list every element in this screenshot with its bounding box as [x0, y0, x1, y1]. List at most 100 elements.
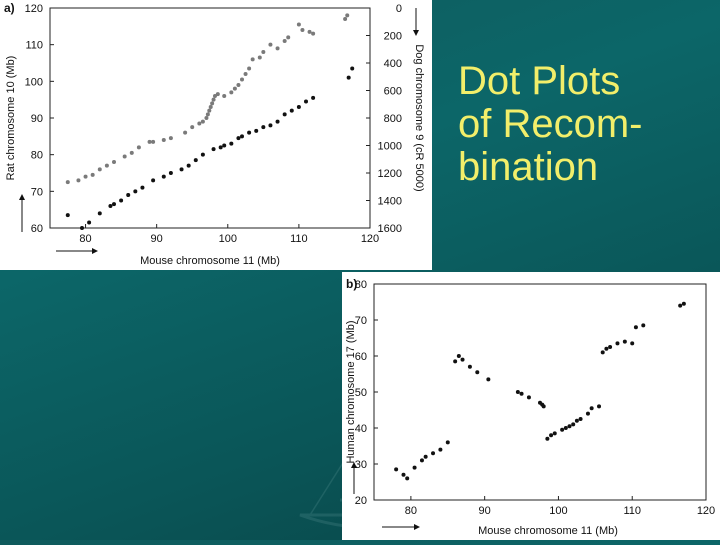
data-point-series-2 — [179, 167, 184, 172]
data-point-series-1 — [608, 345, 613, 349]
data-point-series-1 — [208, 105, 213, 109]
data-point-series-1 — [552, 431, 557, 436]
data-point-series-1 — [438, 447, 443, 452]
data-point-series-1 — [275, 46, 280, 51]
data-point-series-1 — [97, 167, 102, 172]
data-point-series-2 — [80, 226, 84, 230]
data-point-series-2 — [222, 143, 227, 148]
data-point-series-1 — [311, 31, 316, 36]
x-tick-label: 100 — [549, 505, 567, 517]
data-point-series-1 — [630, 341, 635, 346]
data-point-series-1 — [545, 436, 550, 441]
data-point-series-2 — [97, 211, 102, 216]
data-point-series-1 — [460, 357, 465, 362]
data-point-series-1 — [467, 364, 472, 369]
data-point-series-1 — [211, 97, 216, 102]
x-tick-label: 80 — [405, 505, 417, 517]
data-point-series-1 — [515, 390, 520, 394]
data-point-series-1 — [261, 50, 266, 54]
data-point-series-1 — [519, 391, 524, 396]
data-point-series-1 — [571, 422, 576, 427]
y-tick-label: 100 — [25, 76, 43, 88]
data-point-series-1 — [622, 339, 627, 344]
panel-a-label: a) — [4, 1, 15, 15]
data-point-series-1 — [405, 476, 410, 481]
x-axis-label-b: Mouse chromosome 11 (Mb) — [478, 525, 618, 537]
data-point-series-1 — [229, 90, 234, 95]
x-tick-label: 90 — [479, 505, 491, 517]
data-point-series-1 — [210, 101, 215, 106]
data-point-series-1 — [250, 57, 255, 62]
data-point-series-1 — [600, 350, 605, 355]
data-point-series-2 — [289, 108, 294, 113]
plot-frame-b — [373, 283, 707, 501]
slide-title-line-1: Dot Plots — [458, 59, 621, 103]
y-tick-label: 30 — [355, 459, 367, 471]
data-point-series-2 — [268, 123, 273, 128]
chart-b: b) 80 90 100 110 120 20 30 40 50 60 70 80 Mouse ch… — [345, 277, 715, 537]
y-tick-label: 110 — [25, 40, 43, 52]
data-point-series-1 — [168, 136, 173, 141]
y-tick-label: 70 — [355, 315, 367, 327]
y-tick-label: 70 — [31, 186, 43, 198]
x-tick-label: 80 — [79, 233, 91, 245]
data-point-series-1 — [549, 433, 554, 438]
data-point-series-1 — [419, 458, 424, 463]
data-point-series-1 — [183, 130, 188, 135]
data-point-series-1 — [401, 472, 406, 477]
data-point-series-1 — [486, 377, 491, 382]
data-point-series-1 — [681, 301, 686, 306]
data-point-series-1 — [445, 440, 450, 445]
data-point-series-1 — [232, 86, 237, 91]
y-axis-label-a: Rat chromosome 10 (Mb) — [5, 56, 17, 181]
x-tick-label: 120 — [361, 233, 379, 245]
y2-tick-label: 1000 — [378, 141, 402, 153]
data-point-series-1 — [257, 55, 262, 60]
panel-b: b) 80 90 100 110 120 20 30 40 50 60 70 80 Mouse ch… — [342, 272, 720, 540]
data-point-series-1 — [76, 178, 81, 183]
y2-tick-label: 400 — [384, 58, 402, 70]
slide-title-line-2: of Recom- — [458, 102, 643, 146]
data-point-series-1 — [541, 404, 546, 409]
x-tick-label: 110 — [290, 233, 308, 245]
data-point-series-2 — [161, 174, 166, 179]
slide-title: Dot Plots of Recom- bination — [458, 60, 708, 189]
y-axis-label-b: Human chromosome 17 (Mb) — [345, 320, 357, 463]
y-tick-label: 90 — [31, 113, 43, 125]
y-tick-label: 80 — [31, 150, 43, 162]
data-point-series-1 — [204, 116, 209, 120]
data-point-series-1 — [190, 125, 195, 130]
y-tick-label: 60 — [355, 351, 367, 363]
y-tick-label: 20 — [355, 495, 367, 507]
data-point-series-1 — [394, 467, 399, 472]
data-point-series-2 — [236, 136, 241, 141]
data-point-series-1 — [205, 112, 210, 117]
data-point-series-1 — [207, 108, 212, 113]
y-axis-arrow-a — [19, 194, 25, 232]
data-point-series-2 — [151, 178, 156, 183]
data-point-series-1 — [136, 145, 141, 150]
data-point-series-1 — [151, 139, 156, 144]
data-point-series-1 — [200, 119, 205, 124]
data-point-series-1 — [247, 66, 252, 71]
x-tick-label: 100 — [219, 233, 237, 245]
x-tick-label: 120 — [697, 505, 715, 517]
data-point-series-2 — [350, 66, 355, 71]
data-point-series-1 — [161, 138, 166, 142]
data-point-series-2 — [119, 198, 124, 203]
data-point-series-1 — [453, 359, 458, 364]
data-point-series-1 — [604, 346, 609, 351]
data-point-series-2 — [211, 147, 216, 152]
data-point-series-2 — [112, 202, 116, 207]
data-point-series-1 — [307, 29, 312, 34]
data-point-series-1 — [633, 325, 638, 330]
data-point-series-2 — [261, 125, 266, 130]
data-point-series-1 — [615, 341, 620, 346]
y-tick-label: 120 — [25, 3, 43, 15]
data-point-series-1 — [147, 139, 152, 144]
data-point-series-1 — [90, 172, 95, 177]
data-point-series-1 — [104, 163, 109, 168]
data-point-series-1 — [431, 451, 436, 456]
data-point-series-1 — [197, 121, 202, 126]
data-point-series-2 — [275, 119, 280, 124]
